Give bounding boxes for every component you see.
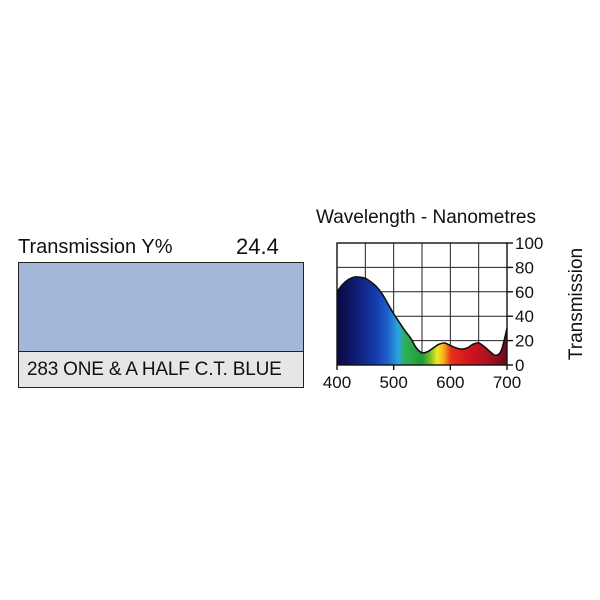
- y-tick-label: 40: [515, 307, 534, 326]
- plot-frame: [336, 242, 508, 366]
- transmission-curve: [336, 276, 508, 357]
- y-tick-label: 60: [515, 283, 534, 302]
- y-tick-label: 0: [515, 356, 524, 375]
- y-tick-label: 100: [515, 234, 543, 253]
- color-swatch: [19, 263, 303, 352]
- filter-swatch-card: 283 ONE & A HALF C.T. BLUE: [18, 262, 304, 388]
- x-tick-label: 400: [323, 373, 351, 392]
- filter-name: 283 ONE & A HALF C.T. BLUE: [19, 352, 303, 387]
- transmission-label: Transmission Y%: [18, 236, 173, 258]
- transmission-area: [337, 276, 507, 365]
- x-tick-label: 600: [436, 373, 464, 392]
- x-tick-label: 700: [493, 373, 521, 392]
- x-tick-label: 500: [379, 373, 407, 392]
- y-axis-ticks: 0 20 40 60 80 100: [507, 234, 543, 375]
- spectral-transmission-chart: Wavelength - Nanometres 400 500 600 700 0 20…: [316, 207, 587, 392]
- y-axis-label: Transmission: [566, 248, 587, 360]
- transmission-value: 24.4: [236, 234, 279, 259]
- y-tick-label: 80: [515, 258, 534, 277]
- chart-title: Wavelength - Nanometres: [316, 207, 536, 228]
- y-tick-label: 20: [515, 332, 534, 351]
- x-axis-ticks: 400 500 600 700: [323, 365, 521, 392]
